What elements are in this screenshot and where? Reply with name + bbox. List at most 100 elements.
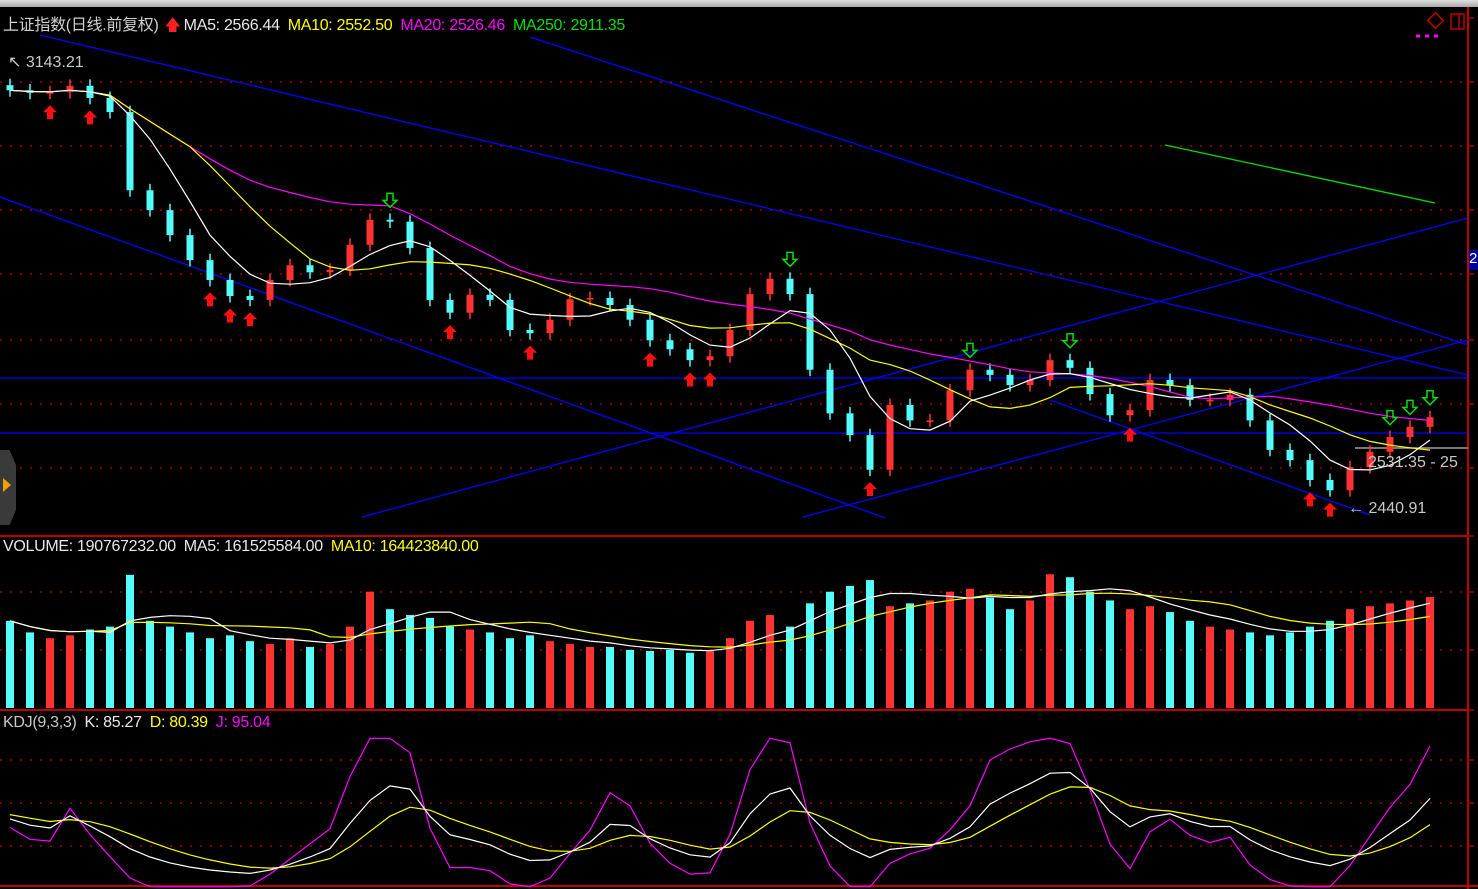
candle-body <box>346 244 354 270</box>
trend-line <box>0 196 886 519</box>
price-panel-header: 上证指数(日线.前复权) 🡅 MA5: 2566.44 MA10: 2552.50 MA… <box>3 11 633 41</box>
volume-bar <box>1246 632 1254 708</box>
high-price-value: 3143.21 <box>25 54 84 71</box>
volume-ma5-value: MA5: 161525584.00 <box>183 538 323 555</box>
candle-body <box>1066 360 1074 368</box>
volume-bar <box>446 626 454 708</box>
candle-body <box>826 369 834 414</box>
volume-bar <box>1326 620 1334 708</box>
kdj-name: KDJ(9,3,3) <box>3 714 77 731</box>
volume-bar <box>1106 600 1114 708</box>
sell-arrow-icon <box>1381 409 1399 426</box>
candle-body <box>1306 460 1314 481</box>
volume-bar <box>6 620 14 708</box>
candle-body <box>786 278 794 295</box>
ma250-value: MA250: 2911.35 <box>512 17 625 34</box>
candle-body <box>466 294 474 313</box>
volume-bar <box>766 614 774 708</box>
buy-arrow-icon <box>643 352 657 367</box>
candle-body <box>166 210 174 236</box>
candle-body <box>926 420 934 422</box>
volume-bar <box>186 632 194 708</box>
candle-body <box>66 85 74 93</box>
volume-bar <box>306 646 314 708</box>
candle-body <box>126 112 134 191</box>
volume-bar <box>546 641 554 708</box>
volume-bar <box>1266 635 1274 708</box>
candle-body <box>706 356 714 361</box>
volume-bar <box>506 638 514 708</box>
volume-bar <box>1426 596 1434 708</box>
k-value: K: 85.27 <box>84 714 142 731</box>
expand-sidebar-tab[interactable] <box>0 450 16 525</box>
volume-bar <box>926 600 934 708</box>
candle-body <box>506 299 514 331</box>
buy-arrow-icon <box>683 372 697 387</box>
volume-bar <box>1146 606 1154 708</box>
chevron-right-icon <box>3 478 11 492</box>
volume-bar <box>226 635 234 708</box>
buy-arrow-icon <box>703 372 717 387</box>
candle-body <box>366 219 374 245</box>
trend-line <box>361 217 1469 518</box>
volume-bar <box>46 638 54 708</box>
candle-body <box>426 247 434 300</box>
volume-bar <box>1406 600 1414 708</box>
sell-arrow-icon <box>1061 332 1079 349</box>
volume-bar <box>26 632 34 708</box>
trend-line <box>802 339 1469 518</box>
volume-bar <box>1346 609 1354 708</box>
volume-bar <box>266 644 274 708</box>
volume-bar <box>946 591 954 708</box>
candle-body <box>906 405 914 421</box>
volume-bar <box>326 644 334 708</box>
candle-body <box>946 390 954 421</box>
candle-body <box>106 97 114 113</box>
candle-body <box>806 294 814 370</box>
trend-line <box>39 34 1469 376</box>
candle-body <box>1406 426 1414 438</box>
volume-bar <box>106 626 114 708</box>
volume-bar <box>366 591 374 708</box>
candle-body <box>726 330 734 357</box>
candle-body <box>1206 399 1214 402</box>
volume-bar <box>826 591 834 708</box>
volume-bars <box>6 574 1434 708</box>
buy-arrow-icon <box>1123 427 1137 442</box>
candle-body <box>266 280 274 300</box>
ma5-line <box>9 89 1431 471</box>
volume-value: VOLUME: 190767232.00 <box>3 538 176 555</box>
volume-bar <box>1066 577 1074 708</box>
candle-body <box>206 260 214 281</box>
signal-arrows <box>43 105 1439 517</box>
candle-body <box>1246 394 1254 421</box>
ma20-value: MA20: 2526.46 <box>400 17 505 34</box>
up-arrow-icon: 🡅 <box>164 17 181 34</box>
candle-body <box>886 405 894 470</box>
candle-body <box>546 319 554 334</box>
candle-body <box>1006 374 1014 386</box>
volume-bar <box>386 609 394 708</box>
candle-body <box>1146 380 1154 411</box>
candle-body <box>606 297 614 306</box>
volume-bar <box>966 588 974 708</box>
volume-bar <box>686 652 694 708</box>
volume-bar <box>806 603 814 708</box>
volume-bar <box>626 649 634 708</box>
candle-body <box>1026 380 1034 386</box>
low-price-value: 2440.91 <box>1368 500 1427 517</box>
volume-bar <box>426 617 434 708</box>
sell-arrow-icon <box>1421 390 1439 406</box>
candle-body <box>146 190 154 211</box>
volume-bar <box>1186 620 1194 708</box>
volume-bar <box>606 646 614 708</box>
volume-bar <box>726 638 734 708</box>
candle-body <box>1286 449 1294 461</box>
candle-body <box>766 278 774 295</box>
diamond-icon[interactable] <box>1426 11 1445 30</box>
trend-line <box>1049 399 1371 516</box>
layout-icon[interactable] <box>1450 13 1465 30</box>
candle-body <box>1046 360 1054 381</box>
buy-arrow-icon <box>1303 492 1317 507</box>
